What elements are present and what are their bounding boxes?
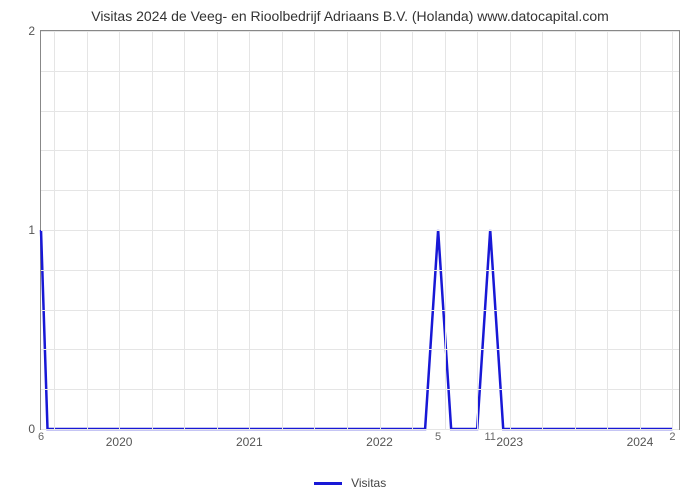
y-tick-label: 0 <box>28 422 35 436</box>
plot-area: 0122020202120222023202465112 <box>40 30 680 430</box>
data-annotation: 5 <box>435 431 441 443</box>
legend-label: Visitas <box>351 476 386 490</box>
y-tick-label: 2 <box>28 24 35 38</box>
visits-chart: Visitas 2024 de Veeg- en Rioolbedrijf Ad… <box>0 0 700 500</box>
data-annotation: 6 <box>38 431 44 443</box>
x-tick-label: 2022 <box>366 435 393 449</box>
x-tick-label: 2021 <box>236 435 263 449</box>
legend-swatch <box>314 482 342 485</box>
data-annotation: 2 <box>669 431 675 443</box>
y-tick-label: 1 <box>28 223 35 237</box>
x-tick-label: 2024 <box>627 435 654 449</box>
chart-title: Visitas 2024 de Veeg- en Rioolbedrijf Ad… <box>0 0 700 24</box>
x-tick-label: 2020 <box>106 435 133 449</box>
x-tick-label: 2023 <box>496 435 523 449</box>
data-annotation: 11 <box>484 431 495 443</box>
legend: Visitas <box>0 476 700 490</box>
